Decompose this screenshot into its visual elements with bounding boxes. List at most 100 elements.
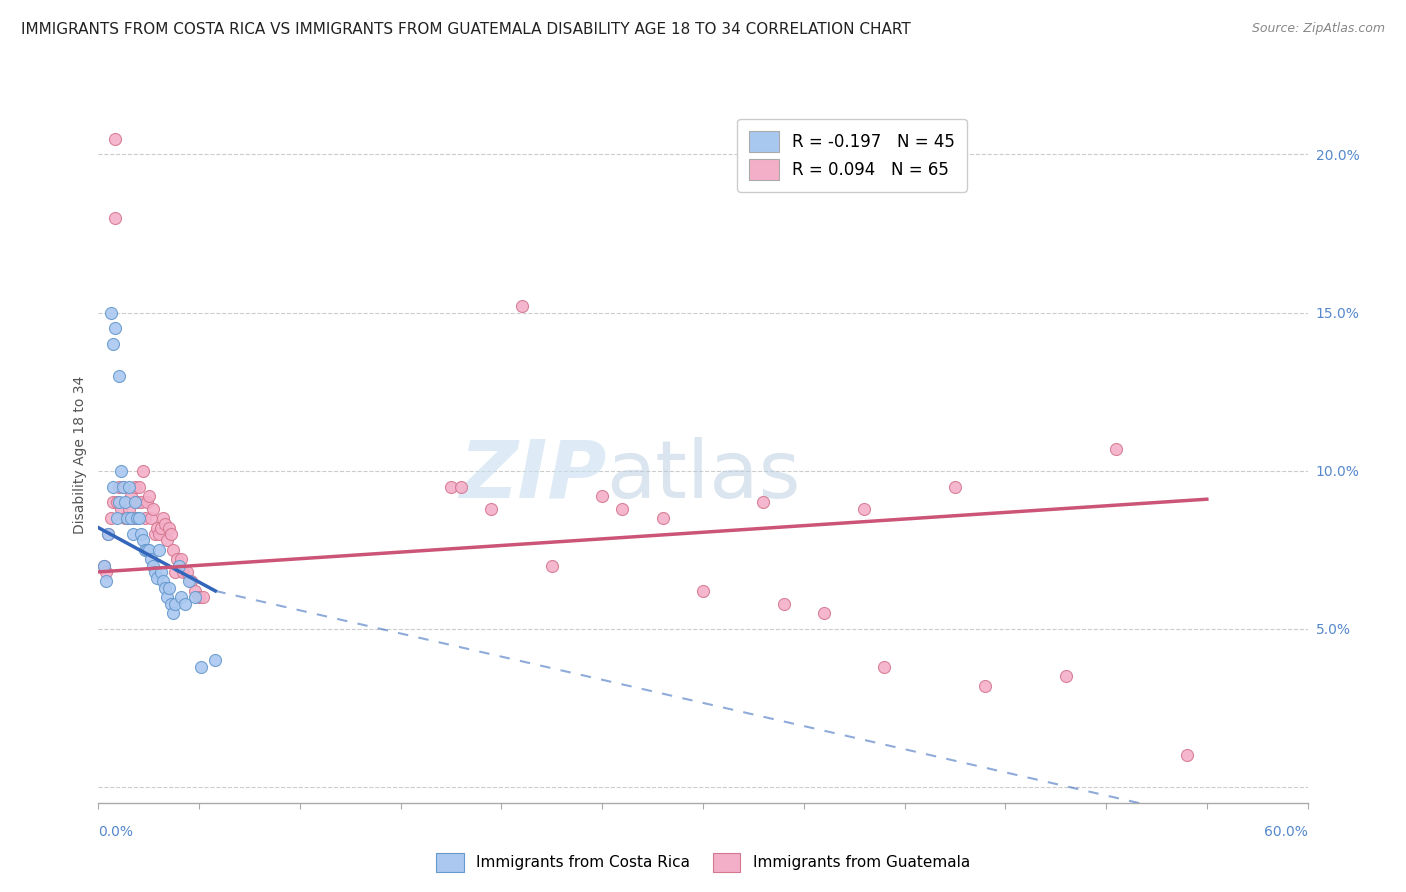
- Point: [138, 489, 160, 503]
- Point: [128, 511, 150, 525]
- Point: [153, 581, 176, 595]
- Point: [152, 574, 174, 589]
- Point: [129, 495, 152, 509]
- Point: [146, 571, 169, 585]
- Point: [128, 479, 150, 493]
- Point: [651, 511, 673, 525]
- Point: [138, 542, 160, 557]
- Point: [135, 542, 157, 557]
- Point: [772, 597, 794, 611]
- Point: [160, 527, 183, 541]
- Point: [143, 527, 166, 541]
- Point: [974, 679, 997, 693]
- Point: [156, 533, 179, 548]
- Point: [873, 660, 896, 674]
- Point: [157, 521, 180, 535]
- Point: [450, 479, 472, 493]
- Point: [1054, 669, 1077, 683]
- Point: [163, 597, 186, 611]
- Point: [146, 521, 169, 535]
- Point: [174, 597, 197, 611]
- Point: [162, 606, 184, 620]
- Point: [176, 565, 198, 579]
- Point: [612, 501, 634, 516]
- Point: [132, 464, 155, 478]
- Point: [132, 533, 155, 548]
- Legend: R = -0.197   N = 45, R = 0.094   N = 65: R = -0.197 N = 45, R = 0.094 N = 65: [737, 119, 967, 192]
- Point: [124, 479, 146, 493]
- Point: [153, 517, 176, 532]
- Text: ZIP: ZIP: [458, 437, 606, 515]
- Point: [180, 574, 202, 589]
- Point: [166, 552, 188, 566]
- Point: [160, 597, 183, 611]
- Point: [167, 558, 190, 573]
- Point: [103, 321, 125, 335]
- Point: [101, 337, 124, 351]
- Point: [110, 464, 132, 478]
- Point: [170, 552, 193, 566]
- Point: [149, 521, 172, 535]
- Point: [813, 606, 835, 620]
- Point: [125, 511, 148, 525]
- Point: [103, 131, 125, 145]
- Point: [148, 542, 170, 557]
- Point: [172, 565, 194, 579]
- Point: [118, 479, 141, 493]
- Point: [120, 489, 142, 503]
- Point: [440, 479, 463, 493]
- Point: [139, 511, 162, 525]
- Point: [188, 591, 211, 605]
- Point: [97, 527, 120, 541]
- Point: [481, 501, 503, 516]
- Text: Source: ZipAtlas.com: Source: ZipAtlas.com: [1251, 22, 1385, 36]
- Text: IMMIGRANTS FROM COSTA RICA VS IMMIGRANTS FROM GUATEMALA DISABILITY AGE 18 TO 34 : IMMIGRANTS FROM COSTA RICA VS IMMIGRANTS…: [21, 22, 911, 37]
- Point: [134, 542, 156, 557]
- Point: [204, 653, 226, 667]
- Point: [111, 479, 134, 493]
- Point: [107, 495, 129, 509]
- Text: atlas: atlas: [606, 437, 800, 515]
- Point: [135, 495, 157, 509]
- Point: [1105, 442, 1128, 456]
- Point: [96, 565, 118, 579]
- Point: [105, 495, 128, 509]
- Point: [591, 489, 613, 503]
- Point: [162, 542, 184, 557]
- Point: [167, 558, 190, 573]
- Point: [121, 511, 143, 525]
- Point: [114, 495, 136, 509]
- Point: [111, 479, 134, 493]
- Point: [540, 558, 562, 573]
- Point: [152, 511, 174, 525]
- Point: [142, 558, 165, 573]
- Point: [853, 501, 876, 516]
- Point: [101, 479, 124, 493]
- Point: [184, 583, 207, 598]
- Point: [156, 591, 179, 605]
- Legend: Immigrants from Costa Rica, Immigrants from Guatemala: Immigrants from Costa Rica, Immigrants f…: [429, 845, 977, 880]
- Point: [96, 574, 118, 589]
- Point: [93, 558, 115, 573]
- Point: [179, 574, 201, 589]
- Point: [170, 591, 193, 605]
- Point: [124, 495, 146, 509]
- Point: [193, 591, 215, 605]
- Point: [120, 511, 142, 525]
- Point: [97, 527, 120, 541]
- Point: [148, 527, 170, 541]
- Point: [139, 552, 162, 566]
- Point: [142, 501, 165, 516]
- Point: [100, 511, 122, 525]
- Point: [510, 299, 533, 313]
- Point: [184, 591, 207, 605]
- Point: [93, 558, 115, 573]
- Point: [752, 495, 775, 509]
- Point: [157, 581, 180, 595]
- Point: [129, 527, 152, 541]
- Point: [103, 211, 125, 225]
- Point: [115, 511, 138, 525]
- Point: [114, 511, 136, 525]
- Point: [110, 501, 132, 516]
- Text: 0.0%: 0.0%: [98, 825, 134, 839]
